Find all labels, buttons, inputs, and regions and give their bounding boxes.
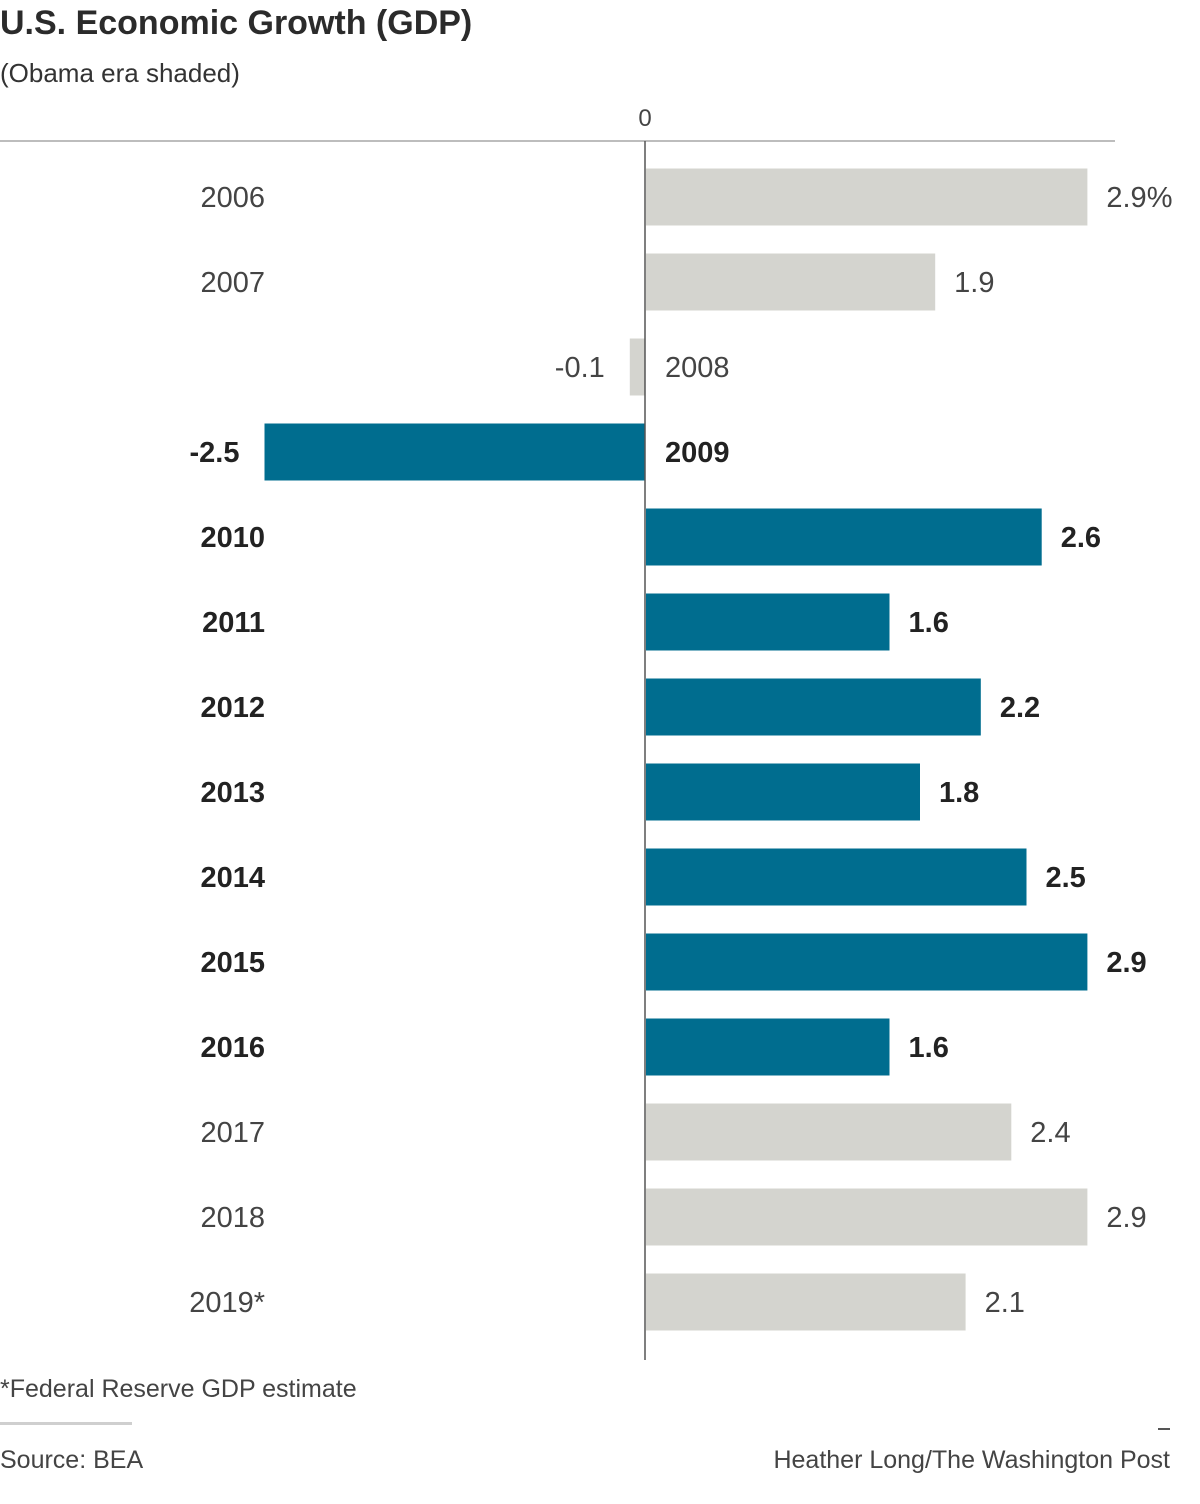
- value-label-2007: 1.9: [954, 267, 994, 299]
- year-label-2011: 2011: [202, 607, 265, 639]
- value-label-2011: 1.6: [909, 607, 949, 639]
- bar-2012: [646, 678, 981, 736]
- year-label-2018: 2018: [200, 1202, 265, 1234]
- credit-line: Heather Long/The Washington Post: [773, 1446, 1170, 1474]
- bar-2017: [646, 1103, 1012, 1161]
- zero-tick-label: 0: [638, 105, 651, 132]
- value-label-2012: 2.2: [1000, 692, 1040, 724]
- chart-title: U.S. Economic Growth (GDP): [0, 4, 473, 42]
- year-label-2013: 2013: [200, 777, 265, 809]
- bar-2011: [646, 593, 890, 651]
- year-label-2009: 2009: [665, 437, 730, 469]
- year-label-2016: 2016: [200, 1032, 265, 1064]
- value-label-2009: -2.5: [190, 437, 240, 469]
- bar-2014: [646, 848, 1027, 906]
- value-label-2010: 2.6: [1061, 522, 1101, 554]
- gdp-bar-chart: 0 2006 2.9% 2007 1.9 2008 -0.1 2009 -2.5 2010 2.6…: [0, 105, 1172, 1360]
- year-label-2012: 2012: [200, 692, 265, 724]
- bar-2009: [264, 423, 645, 481]
- year-label-2006: 2006: [200, 182, 265, 214]
- bar-2013: [646, 763, 920, 821]
- source-note: Source: BEA: [0, 1446, 144, 1474]
- bar-2008: [629, 338, 645, 396]
- value-label-2015: 2.9: [1106, 947, 1146, 979]
- year-label-2008: 2008: [665, 352, 730, 384]
- bar-2010: [646, 508, 1042, 566]
- bar-2006: [646, 168, 1088, 226]
- value-label-2008: -0.1: [555, 352, 605, 384]
- year-label-2019: 2019*: [189, 1287, 265, 1319]
- bar-2015: [646, 933, 1088, 991]
- value-label-2017: 2.4: [1030, 1117, 1070, 1149]
- footer-dash: [1158, 1428, 1170, 1430]
- footnote: *Federal Reserve GDP estimate: [0, 1375, 357, 1403]
- value-label-2006: 2.9%: [1106, 182, 1172, 214]
- chart-subtitle: (Obama era shaded): [0, 58, 240, 88]
- value-label-2014: 2.5: [1046, 862, 1086, 894]
- bar-2016: [646, 1018, 890, 1076]
- year-label-2015: 2015: [200, 947, 265, 979]
- year-label-2007: 2007: [200, 267, 265, 299]
- value-label-2016: 1.6: [909, 1032, 949, 1064]
- year-label-2014: 2014: [200, 862, 265, 894]
- value-label-2018: 2.9: [1106, 1202, 1146, 1234]
- year-label-2010: 2010: [200, 522, 265, 554]
- bar-2018: [646, 1188, 1088, 1246]
- value-label-2019: 2.1: [985, 1287, 1025, 1319]
- footer-divider: [0, 1422, 132, 1425]
- bar-2019: [646, 1273, 966, 1331]
- bar-2007: [646, 253, 936, 311]
- year-label-2017: 2017: [200, 1117, 265, 1149]
- value-label-2013: 1.8: [939, 777, 979, 809]
